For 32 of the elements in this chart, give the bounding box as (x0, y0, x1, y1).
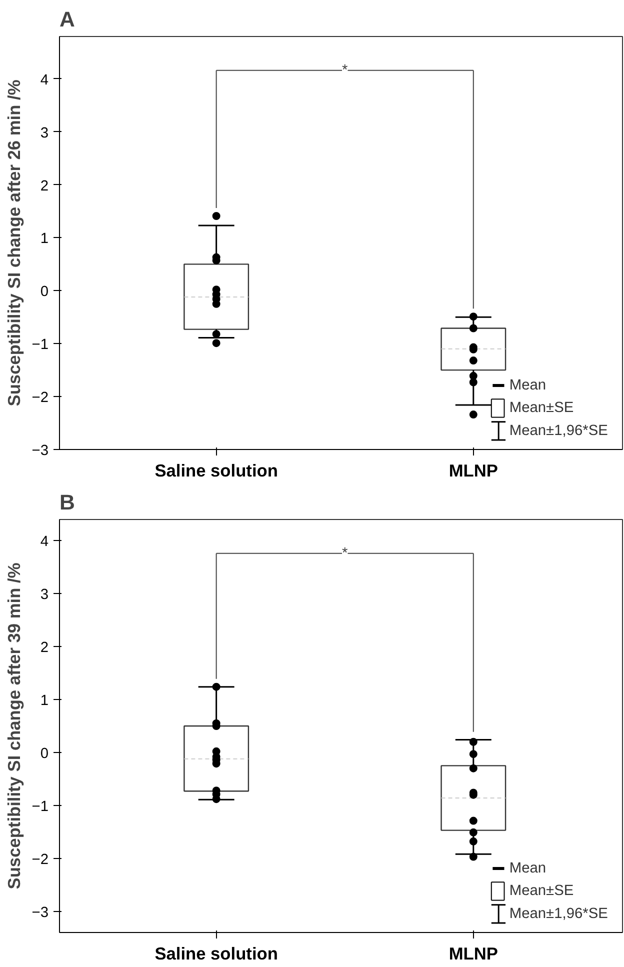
annotation: Mean (509, 377, 546, 394)
chart-title: A (60, 8, 75, 32)
annotation: Mean±1,96*SE (509, 422, 608, 439)
y-tick-label: −2 (32, 852, 49, 868)
y-tick-label: 3 (40, 587, 49, 604)
annotation: * (342, 62, 348, 78)
y-tick-label: −3 (32, 904, 49, 921)
y-tick-label: 1 (40, 693, 49, 710)
y-tick-label: 4 (40, 534, 49, 550)
annotation: Mean±SE (509, 400, 574, 416)
x-tick-label: Saline solution (154, 944, 278, 964)
x-tick-label: MLNP (448, 944, 498, 964)
y-tick-label: 1 (40, 231, 49, 248)
y-tick-label: −1 (32, 337, 49, 354)
y-tick-label: 3 (40, 125, 49, 142)
y-axis-title: Susceptibility SI change after 26 min /% (4, 80, 24, 406)
y-tick-label: 4 (40, 72, 49, 88)
annotation: Mean±SE (509, 883, 574, 900)
y-axis-title: Susceptibility SI change after 39 min /% (4, 562, 24, 890)
chart-title: B (60, 490, 75, 514)
y-tick-label: −1 (32, 798, 49, 815)
y-tick-label: 0 (40, 284, 49, 300)
x-tick-label: MLNP (448, 460, 498, 480)
y-tick-label: 2 (40, 640, 49, 656)
x-tick-label: Saline solution (154, 460, 278, 480)
y-tick-label: −2 (32, 390, 49, 406)
annotation: * (342, 545, 348, 562)
annotation: Mean±1,96*SE (509, 906, 608, 922)
annotation: Mean (509, 860, 546, 876)
y-tick-label: 2 (40, 178, 49, 194)
y-tick-label: −3 (32, 443, 49, 459)
y-tick-label: 0 (40, 746, 49, 762)
